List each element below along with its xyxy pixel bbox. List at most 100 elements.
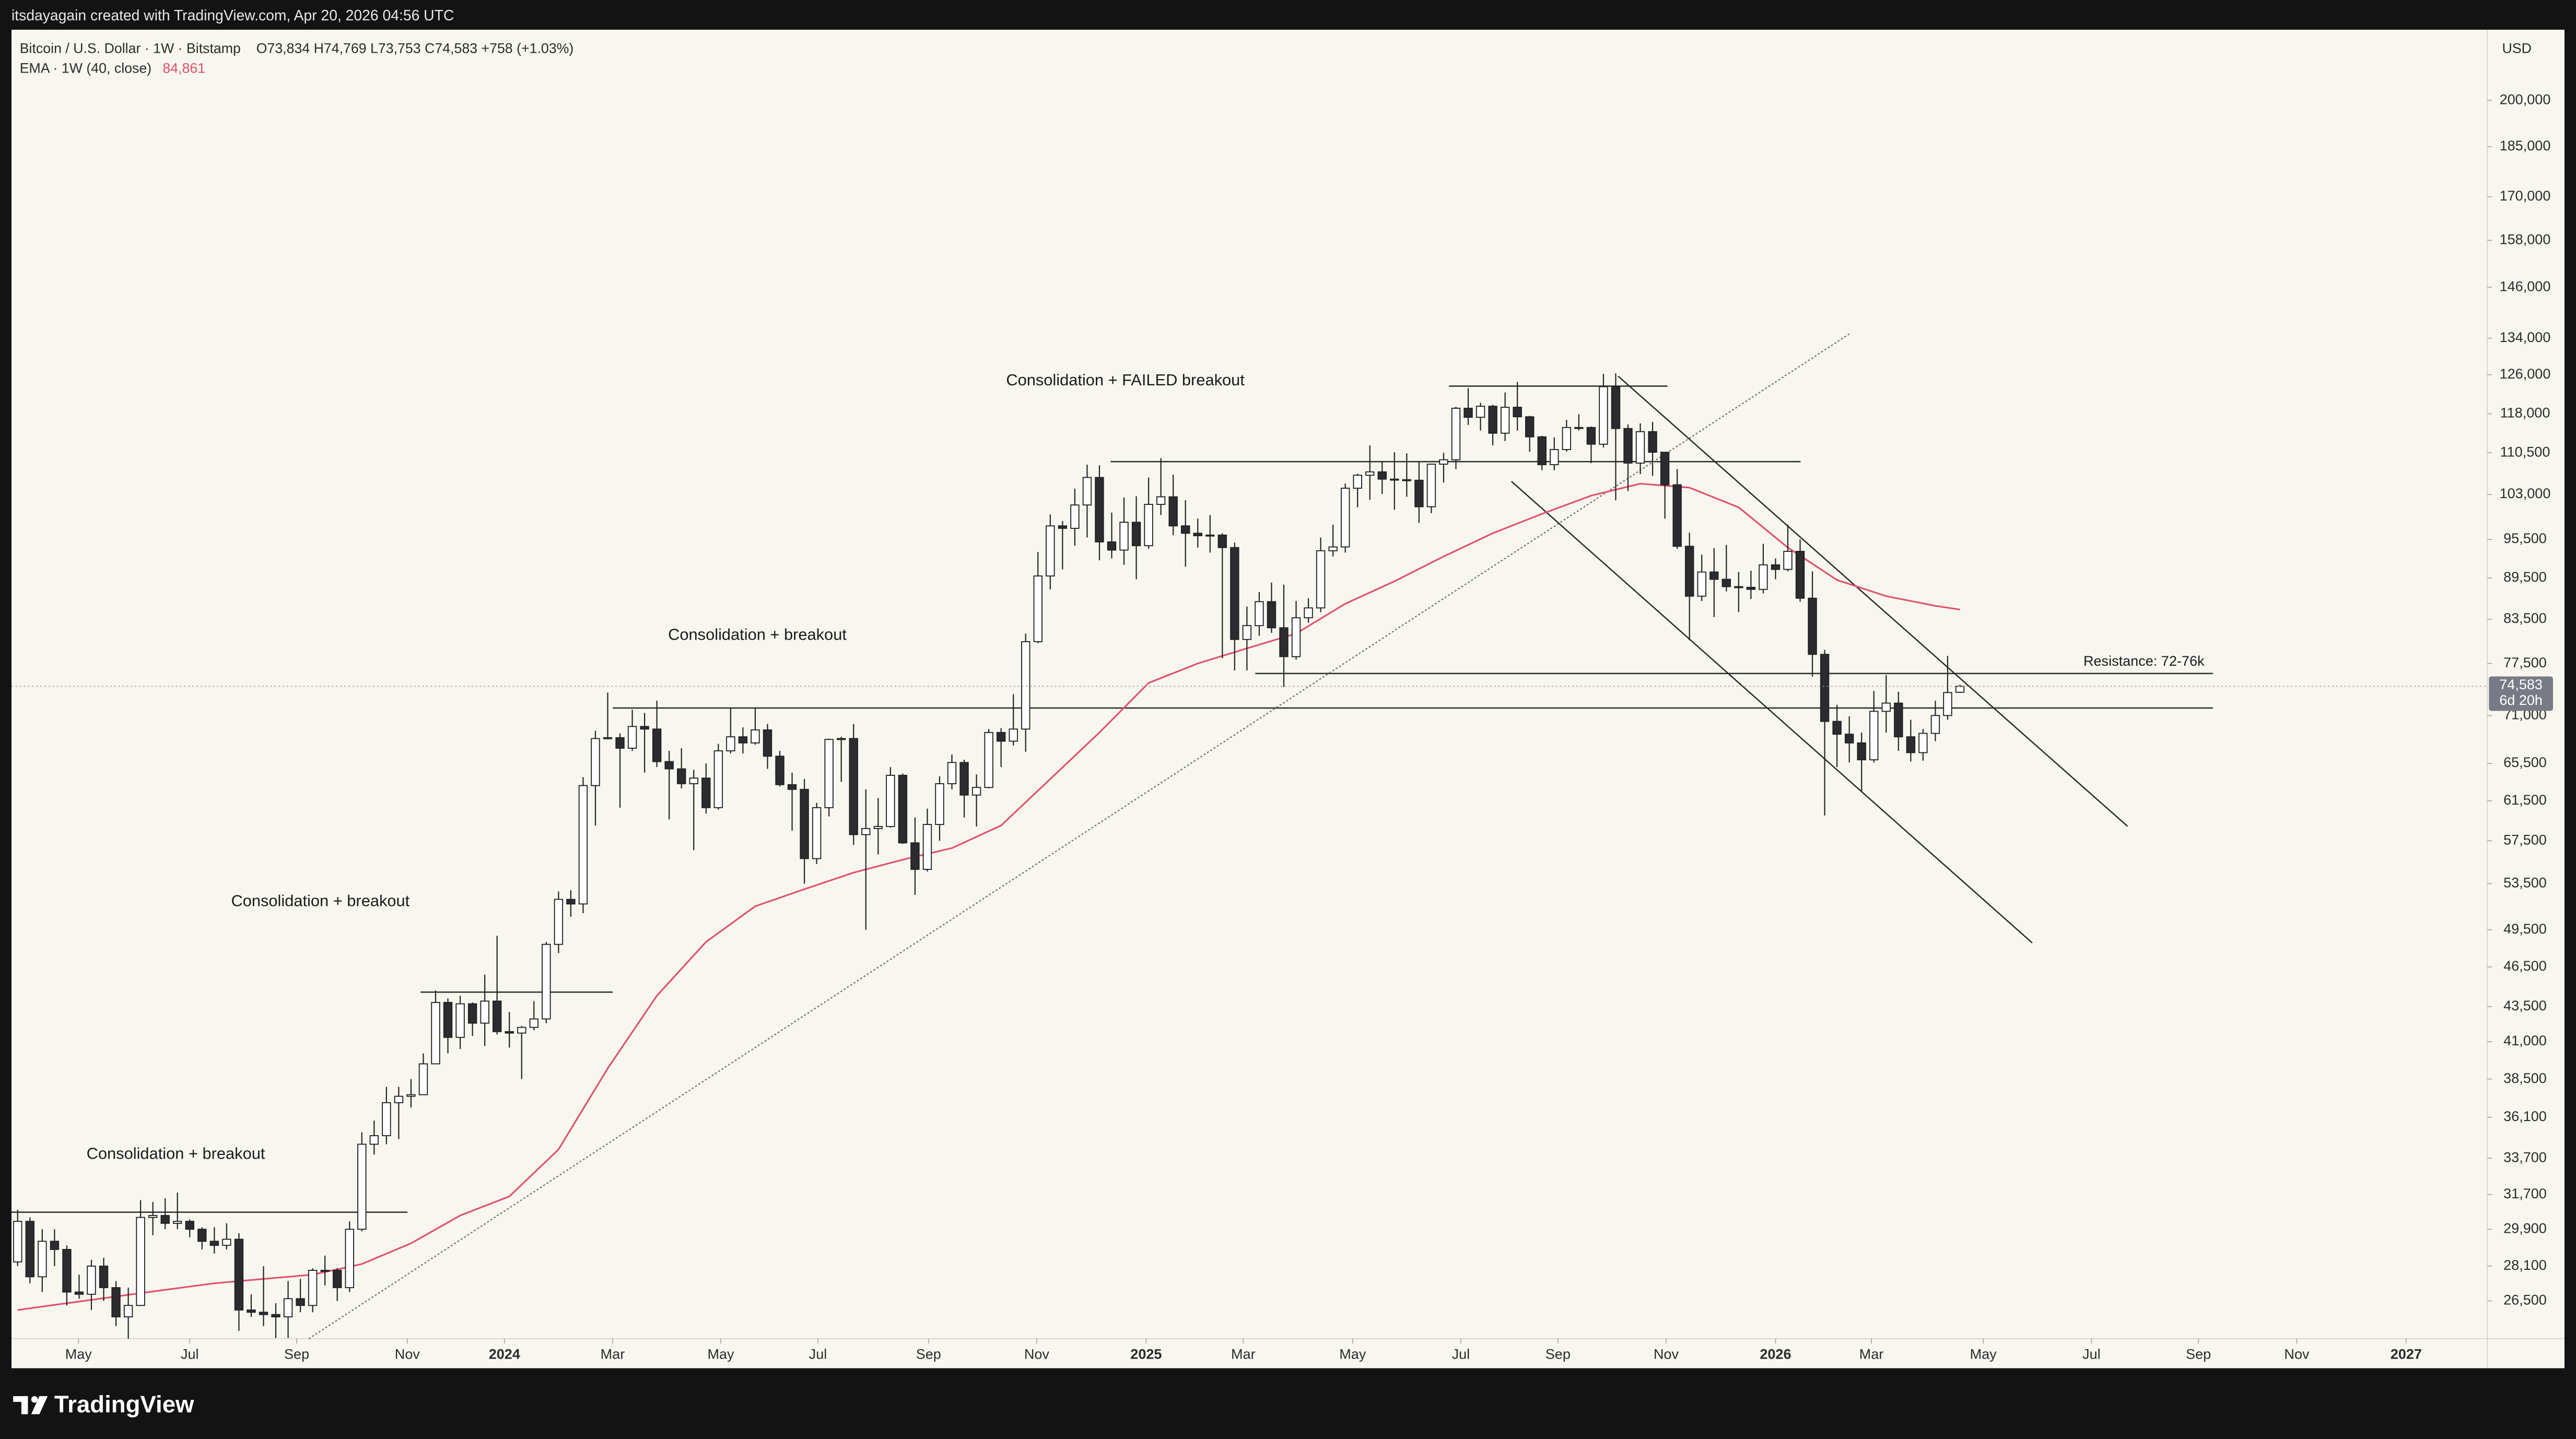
y-tick-label: 28,100 [2503, 1257, 2547, 1273]
candle-body [1586, 427, 1596, 445]
candle-body [996, 732, 1006, 742]
candle-body [247, 1309, 256, 1313]
candle-body [849, 738, 858, 835]
candle-body [333, 1270, 342, 1289]
candle-body [1808, 597, 1817, 655]
candle-body [1906, 736, 1916, 753]
candle-body [1783, 551, 1793, 570]
candle-body [1390, 478, 1399, 481]
candle-body [738, 736, 748, 744]
ema-legend: EMA · 1W (40, close) [20, 60, 151, 76]
candle-body [406, 1094, 416, 1097]
candle-body [1697, 571, 1706, 597]
candle-body [505, 1031, 514, 1034]
x-tick-label: May [1339, 1346, 1366, 1362]
annotation: Resistance: 72-76k [2083, 653, 2205, 669]
candle-body [1205, 534, 1215, 537]
candle-body [1377, 471, 1387, 480]
y-tick-label: 36,100 [2503, 1108, 2547, 1124]
chart-background [11, 29, 2565, 1369]
y-tick-label: 41,000 [2503, 1033, 2547, 1048]
candle-body [1562, 427, 1572, 450]
candle-body [455, 1003, 465, 1038]
candle-body [886, 774, 895, 827]
candle-body [1353, 475, 1362, 489]
x-tick-label: Jul [2082, 1346, 2101, 1362]
candle-body [615, 737, 625, 749]
y-tick-label: 46,500 [2503, 958, 2547, 974]
candle-body [763, 729, 772, 757]
y-tick-label: 134,000 [2500, 329, 2551, 345]
x-tick-label: 2024 [489, 1346, 520, 1362]
candle-body [271, 1314, 280, 1317]
drawings [11, 333, 2213, 1339]
y-tick-label: 110,500 [2500, 444, 2550, 459]
candle-body [787, 784, 797, 790]
candle-body [1844, 734, 1854, 744]
candle-body [1082, 477, 1092, 506]
candle-body [677, 768, 686, 784]
candle-body [1832, 721, 1842, 735]
y-tick-label: 146,000 [2500, 278, 2551, 294]
y-tick-label: 29,900 [2503, 1220, 2547, 1236]
candle-body [775, 756, 784, 785]
candle-body [1180, 525, 1190, 534]
symbol-name: Bitcoin / U.S. Dollar · 1W · Bitstamp [20, 41, 241, 56]
candle-body [1168, 496, 1178, 527]
candle-body [480, 1000, 489, 1024]
candle-body [1894, 702, 1903, 738]
candle-body [1193, 533, 1202, 536]
x-tick-label: May [707, 1346, 734, 1362]
candle-body [222, 1239, 231, 1246]
candle-body [1451, 407, 1461, 461]
candle-body [99, 1265, 109, 1289]
candle-body [185, 1221, 194, 1230]
y-tick-label: 126,000 [2500, 366, 2551, 382]
candle-body [1046, 525, 1055, 577]
candle-body [1119, 522, 1129, 551]
candle-body [1955, 686, 1965, 693]
x-tick-label: Jul [1452, 1346, 1470, 1362]
candle-body [1488, 406, 1497, 434]
candle-body [209, 1241, 219, 1246]
candle-body [1291, 617, 1301, 657]
candle-body [1021, 641, 1031, 730]
countdown-label: 6d 20h [2499, 692, 2543, 708]
candle-body [1574, 427, 1584, 429]
candle-body [1918, 733, 1928, 753]
candle-body [1156, 496, 1166, 505]
ema-value: 84,861 [162, 60, 205, 76]
annotation: Consolidation + FAILED breakout [1006, 371, 1245, 389]
candle-body [971, 787, 981, 796]
y-tick-label: 83,500 [2503, 610, 2547, 626]
x-tick-label: Sep [1545, 1346, 1571, 1362]
candle-body [431, 1001, 440, 1065]
candle-body [345, 1229, 354, 1289]
x-tick-label: Nov [1024, 1346, 1050, 1362]
logo-part [31, 1396, 48, 1414]
candle-body [1635, 431, 1645, 464]
candle-body [1513, 407, 1522, 418]
candle-body [1525, 416, 1535, 438]
y-tick-label: 57,500 [2503, 832, 2547, 847]
last-price-box [2489, 676, 2553, 711]
candle-body [13, 1221, 22, 1263]
candle-body [1131, 522, 1141, 547]
candle-body [123, 1305, 133, 1317]
trend-line [308, 333, 1851, 1339]
y-tick-label: 43,500 [2503, 998, 2547, 1013]
candle-body [517, 1027, 526, 1034]
candle-body [1009, 728, 1018, 742]
candle-body [1537, 436, 1547, 465]
candle-body [1316, 550, 1326, 609]
candle-body [1550, 449, 1559, 465]
candle-body [1463, 407, 1473, 418]
candle-body [701, 777, 711, 808]
candle-body [1328, 546, 1338, 551]
candle-body [652, 728, 662, 762]
candle-body [1820, 654, 1830, 722]
candle-body [566, 899, 576, 905]
candle-body [467, 1003, 477, 1024]
candle-body [873, 825, 883, 829]
